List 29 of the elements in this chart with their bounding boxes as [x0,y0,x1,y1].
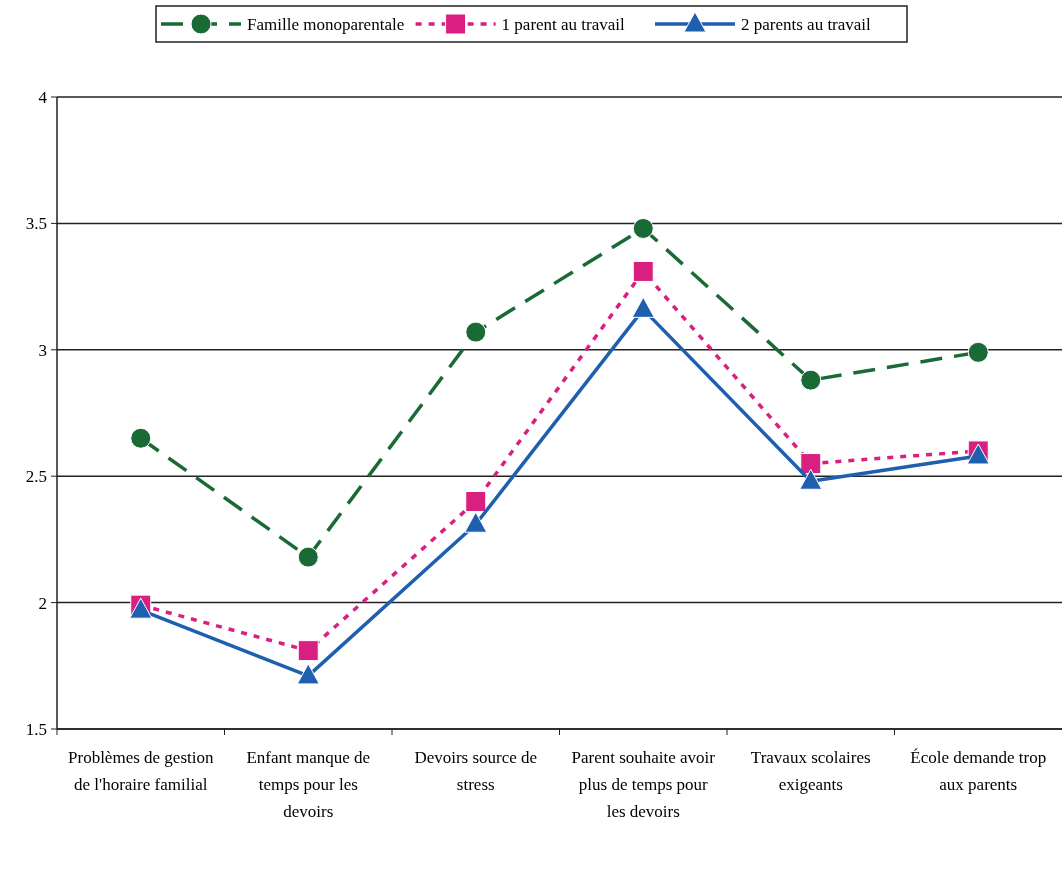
y-tick-label: 1.5 [25,719,47,739]
x-tick-label: École demande trop aux parents [910,748,1047,794]
legend-label: Famille monoparentale [247,14,405,34]
y-tick-label: 4 [38,87,48,107]
x-tick-label: Problèmes de gestion de l'horaire familial [68,748,214,794]
y-tick-label: 2 [38,593,47,613]
point [297,640,319,662]
legend-label: 1 parent au travail [501,14,626,34]
legend-label: 2 parents au travail [741,14,872,34]
x-tick-label: Devoirs source de stress [414,748,538,794]
point [464,511,488,533]
point [800,369,822,391]
point [632,260,654,282]
point [296,663,320,685]
y-tick-label: 3.5 [25,214,47,234]
point [632,217,654,239]
point [631,296,655,318]
y-tick-label: 3 [38,340,47,360]
y-tick-label: 2.5 [25,467,47,487]
point [297,546,319,568]
x-tick-label: Parent souhaite avoir plus de temps pour les devoirs [571,748,716,821]
point [465,321,487,343]
x-tick-label: Travaux scolaires exigeants [750,748,871,794]
point [967,341,989,363]
x-tick-label: Enfant manque de temps pour les devoirs [246,748,371,821]
point [465,490,487,512]
point [799,468,823,490]
point [130,427,152,449]
point [800,453,822,475]
